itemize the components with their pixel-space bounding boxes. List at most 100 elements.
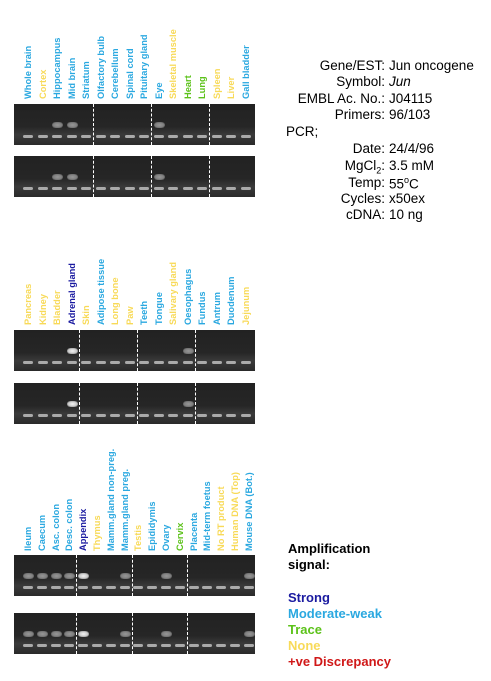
lane-label: Whole brain (23, 45, 33, 99)
lane-divider (136, 383, 138, 424)
primer-band (95, 361, 106, 364)
lane-label: Lung (197, 76, 207, 99)
primer-band (95, 187, 106, 190)
panel-1-gel-top (14, 104, 255, 145)
primer-band (124, 361, 135, 364)
lane-label: Human DNA (Top) (230, 471, 240, 551)
amplicon-band (66, 174, 78, 180)
primer-band (243, 644, 254, 647)
primer-band (240, 187, 251, 190)
lane-label: No RT product (216, 486, 227, 551)
primer-band (202, 644, 213, 647)
amplicon-band (64, 573, 76, 579)
temp-value: 55oC (389, 175, 419, 192)
amplicon-band (50, 573, 62, 579)
lane-divider (194, 383, 196, 424)
pcr-heading: PCR; (286, 124, 319, 139)
lane-divider (151, 156, 153, 197)
temp-value-unit: C (409, 176, 419, 192)
lane-divider (209, 156, 211, 197)
primer-band (182, 135, 193, 138)
primer-band (105, 586, 116, 589)
date-key: Date: (352, 141, 385, 156)
primer-band (110, 135, 120, 138)
date-value: 24/4/96 (389, 141, 435, 156)
cdna-value: 10 ng (389, 207, 423, 222)
lane-label: Duodenum (226, 276, 236, 325)
lane-divider (209, 104, 211, 145)
primer-band (226, 187, 236, 190)
lane-label: Hippocampus (52, 37, 62, 99)
lane-divider (76, 613, 78, 654)
primer-band (52, 414, 62, 417)
lane-divider (194, 330, 196, 371)
legend-discrepancy: +ve Discrepancy (288, 654, 391, 669)
primer-band (66, 361, 77, 364)
primer-band (66, 187, 77, 190)
legend-trace: Trace (288, 622, 322, 637)
lane-label: Spleen (211, 68, 222, 99)
primer-band (124, 187, 135, 190)
lane-label: Kidney (37, 294, 48, 325)
primer-band (64, 586, 75, 589)
primer-band (168, 135, 178, 138)
lane-label: Spinal cord (124, 48, 135, 99)
cycles-value: x50ex (389, 191, 426, 206)
lane-label: Tongue (153, 292, 164, 325)
amplicon-band (78, 631, 90, 637)
primer-band (226, 135, 236, 138)
legend-title-line2: signal: (288, 557, 330, 572)
primer-band (124, 135, 135, 138)
primer-band (52, 361, 62, 364)
lane-label: Paw (124, 306, 135, 325)
primer-band (197, 361, 207, 364)
primer-band (81, 361, 91, 364)
primer-band (139, 135, 149, 138)
lane-label: Caecum (36, 514, 47, 551)
lane-label: Salivary gland (168, 261, 178, 325)
lane-label: Skin (81, 305, 91, 325)
primer-band (124, 414, 135, 417)
primer-band (168, 361, 178, 364)
primer-band (139, 414, 149, 417)
primer-band (240, 414, 251, 417)
mgcl-key-colon: : (381, 158, 385, 173)
primer-band (66, 414, 77, 417)
primer-band (92, 644, 102, 647)
lane-label: Cerebellum (110, 48, 120, 99)
primer-band (119, 644, 130, 647)
primer-band (216, 644, 227, 647)
primer-band (226, 361, 236, 364)
primer-band (110, 187, 120, 190)
legend-strong: Strong (288, 590, 330, 605)
mgcl-value: 3.5 mM (389, 158, 435, 173)
primer-band (174, 586, 185, 589)
primer-band (182, 187, 193, 190)
lane-label: Jejunum (240, 286, 251, 325)
lane-divider (136, 330, 138, 371)
lane-label: Thymus (92, 515, 102, 551)
amplicon-band (52, 174, 63, 180)
primer-band (188, 644, 199, 647)
primers-value: 96/103 (389, 107, 431, 122)
lane-label: Mid brain (66, 57, 77, 99)
primer-band (153, 187, 164, 190)
lane-label: Asc. colon (50, 503, 61, 551)
primer-band (243, 586, 254, 589)
amplicon-band (66, 401, 78, 407)
amplicon-band (119, 631, 131, 637)
primer-band (211, 361, 222, 364)
mgcl-key-sub: 2 (376, 165, 382, 176)
amplicon-band (66, 122, 78, 128)
amplicon-band (23, 573, 34, 579)
panel-2-gel-bottom (14, 383, 255, 424)
lane-label: Mid-term foetus (202, 481, 213, 551)
amplicon-band (36, 631, 48, 637)
lane-label: Epididymis (147, 501, 158, 551)
primer-band (153, 361, 164, 364)
primer-band (202, 586, 213, 589)
lane-label: Cortex (37, 69, 48, 99)
lane-divider (93, 104, 95, 145)
panel-3-gel-bottom (14, 613, 255, 654)
amplicon-band (153, 174, 165, 180)
